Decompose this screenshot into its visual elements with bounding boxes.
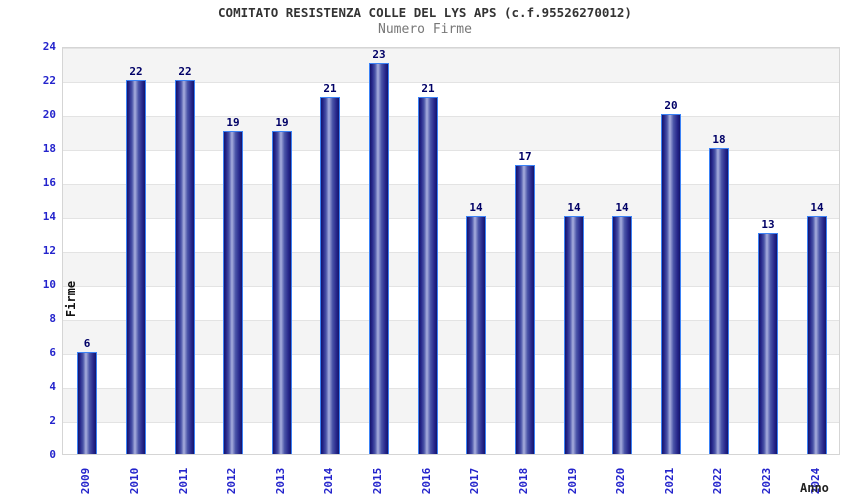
bar-2010 [126, 80, 146, 454]
y-tick-label: 8 [49, 312, 56, 325]
bar-2015 [369, 63, 389, 454]
bar-2018 [515, 165, 535, 454]
x-tick-label: 2020 [614, 467, 627, 495]
x-tick-label: 2012 [225, 467, 238, 495]
bar-2019 [564, 216, 584, 454]
y-tick-label: 14 [42, 210, 56, 223]
y-tick-label: 4 [49, 380, 56, 393]
x-axis-title: Anno [800, 481, 829, 495]
bar-2009 [77, 352, 97, 454]
x-tick-label: 2015 [371, 467, 384, 495]
y-tick-label: 10 [42, 278, 56, 291]
bar-2016 [418, 97, 438, 454]
x-tick-label: 2010 [128, 467, 141, 495]
y-tick-label: 6 [49, 346, 56, 359]
x-tick-label: 2011 [177, 467, 190, 495]
x-tick-label: 2013 [274, 467, 287, 495]
bar-value-label: 23 [372, 48, 386, 61]
bar-value-label: 14 [810, 201, 824, 214]
y-tick-label: 16 [42, 176, 56, 189]
bar-value-label: 14 [615, 201, 629, 214]
x-tick-label: 2018 [517, 467, 530, 495]
bar-2012 [223, 131, 243, 454]
bar-2014 [320, 97, 340, 454]
chart-subtitle: Numero Firme [378, 22, 472, 37]
bar-value-label: 18 [712, 133, 726, 146]
x-tick-label: 2023 [760, 467, 773, 495]
x-axis-ticks: 2009 2010 2011 2012 2013 2014 2015 2016 2017 2018… [62, 462, 840, 500]
bar-value-label: 22 [129, 65, 143, 78]
bar-value-label: 13 [761, 218, 775, 231]
y-tick-label: 2 [49, 414, 56, 427]
x-tick-label: 2022 [711, 467, 724, 495]
bar-value-label: 19 [275, 116, 289, 129]
x-tick-label: 2009 [79, 467, 92, 495]
chart-title: COMITATO RESISTENZA COLLE DEL LYS APS (c… [218, 5, 632, 20]
y-tick-label: 0 [49, 448, 56, 461]
y-tick-label: 22 [42, 74, 56, 87]
bar-2017 [466, 216, 486, 454]
bar-2024 [807, 216, 827, 454]
bar-value-label: 14 [469, 201, 483, 214]
bar-value-label: 6 [83, 337, 91, 350]
bar-value-label: 14 [567, 201, 581, 214]
bar-2022 [709, 148, 729, 454]
plot-area: Firme 6 22 22 19 19 21 23 21 14 17 14 14 20 18 13 14 [62, 47, 840, 455]
bar-2013 [272, 131, 292, 454]
y-tick-label: 20 [42, 108, 56, 121]
y-tick-label: 18 [42, 142, 56, 155]
x-tick-label: 2016 [420, 467, 433, 495]
x-tick-label: 2014 [322, 467, 335, 495]
x-tick-label: 2019 [566, 467, 579, 495]
bar-value-label: 22 [178, 65, 192, 78]
bar-value-label: 20 [664, 99, 678, 112]
bar-2023 [758, 233, 778, 454]
y-tick-label: 24 [42, 40, 56, 53]
bar-value-label: 17 [518, 150, 532, 163]
bar-2011 [175, 80, 195, 454]
bar-value-label: 19 [226, 116, 240, 129]
x-tick-label: 2021 [663, 467, 676, 495]
bar-value-label: 21 [323, 82, 337, 95]
y-axis-title: Firme [64, 280, 78, 318]
y-tick-label: 12 [42, 244, 56, 257]
bar-value-label: 21 [421, 82, 435, 95]
x-tick-label: 2017 [468, 467, 481, 495]
bar-2020 [612, 216, 632, 454]
bar-2021 [661, 114, 681, 454]
